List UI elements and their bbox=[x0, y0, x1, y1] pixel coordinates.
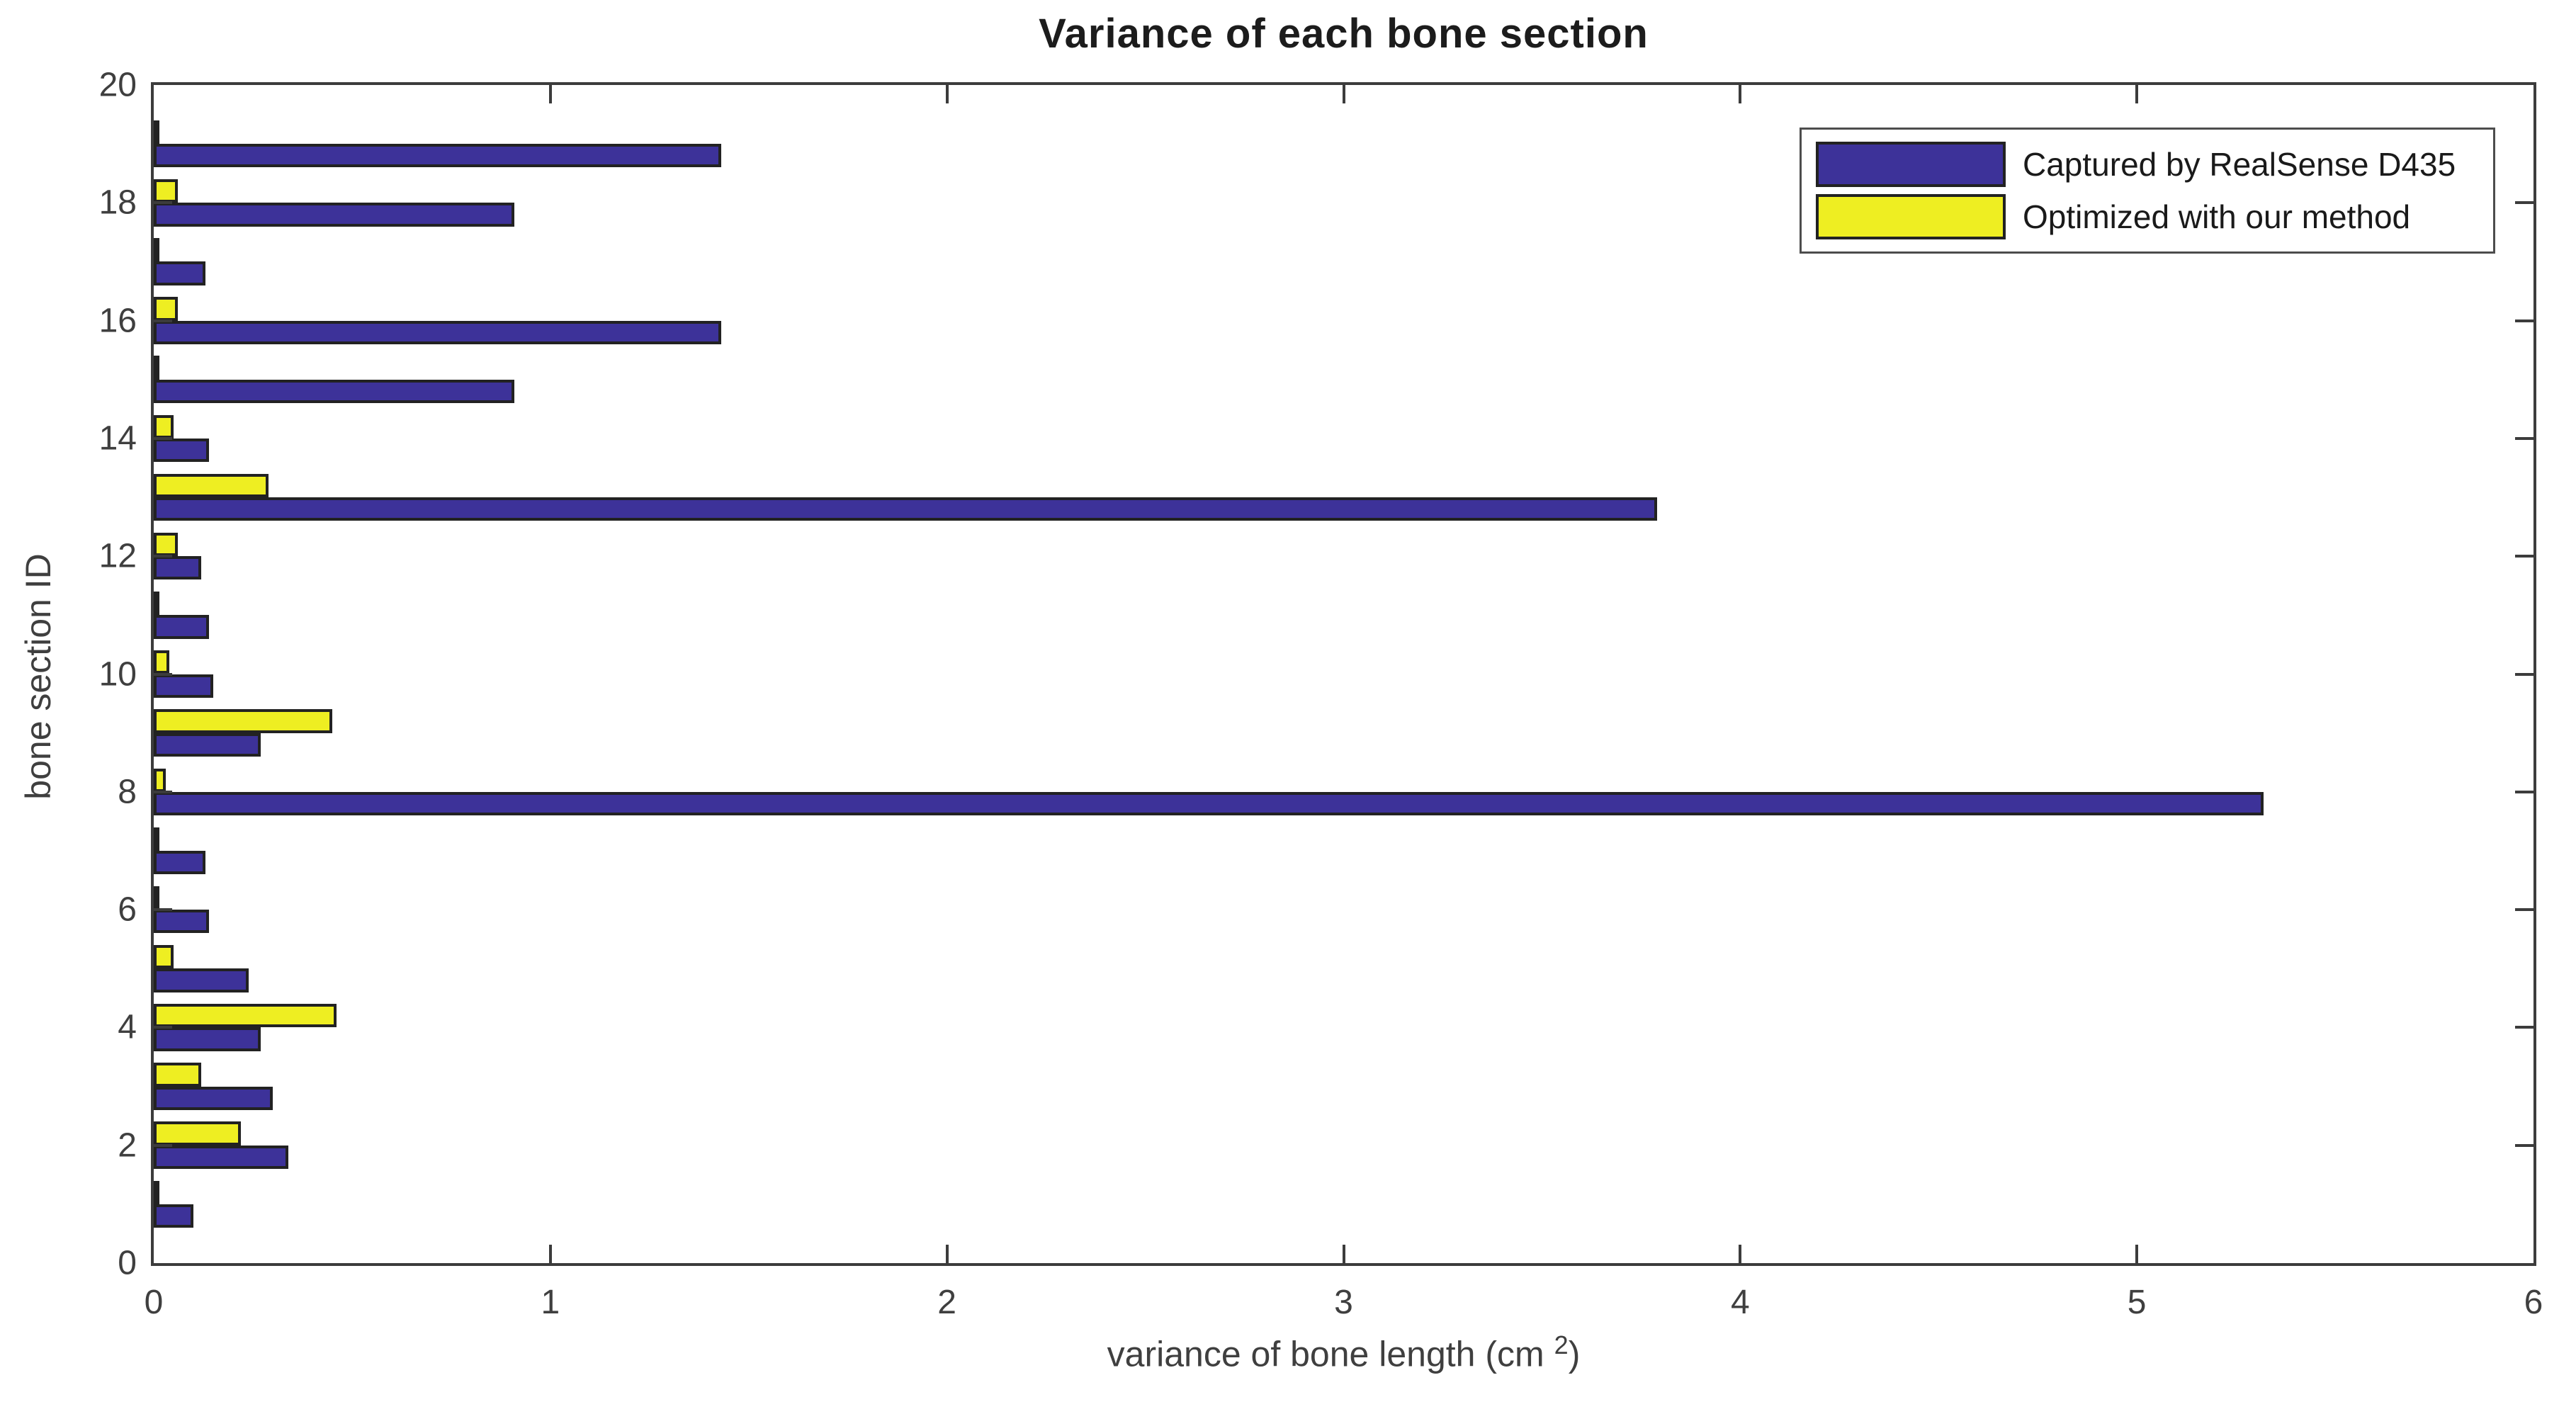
x-tick-bottom-3 bbox=[1342, 1245, 1345, 1263]
bar-captured-id-5 bbox=[154, 968, 249, 992]
y-tick-right-4 bbox=[2515, 1026, 2533, 1029]
y-tick-right-18 bbox=[2515, 201, 2533, 205]
bar-captured-id-7 bbox=[154, 850, 205, 875]
bar-captured-id-6 bbox=[154, 910, 210, 934]
y-tick-left-16 bbox=[154, 319, 172, 322]
bar-optimized-id-12 bbox=[154, 532, 178, 557]
x-tick-label-2: 2 bbox=[937, 1284, 957, 1321]
bar-captured-id-16 bbox=[154, 320, 721, 344]
y-tick-label-14: 14 bbox=[98, 419, 137, 458]
bar-captured-id-9 bbox=[154, 733, 261, 757]
y-tick-label-18: 18 bbox=[98, 183, 137, 222]
y-tick-left-10 bbox=[154, 672, 172, 676]
x-tick-label-1: 1 bbox=[541, 1284, 560, 1321]
y-tick-left-12 bbox=[154, 555, 172, 558]
y-tick-left-2 bbox=[154, 1143, 172, 1147]
y-tick-right-8 bbox=[2515, 790, 2533, 793]
bar-captured-id-3 bbox=[154, 1086, 273, 1110]
x-tick-bottom-2 bbox=[945, 1245, 949, 1263]
bar-optimized-id-7 bbox=[154, 827, 159, 851]
bar-captured-id-19 bbox=[154, 144, 721, 168]
bar-optimized-id-16 bbox=[154, 297, 178, 321]
x-tick-label-3: 3 bbox=[1334, 1284, 1353, 1321]
x-tick-top-5 bbox=[2135, 85, 2139, 103]
y-tick-label-2: 2 bbox=[118, 1126, 137, 1165]
x-axis-label-suffix: ) bbox=[1568, 1334, 1581, 1374]
y-tick-right-2 bbox=[2515, 1143, 2533, 1147]
bar-captured-id-15 bbox=[154, 379, 515, 403]
legend-label-optimized: Optimized with our method bbox=[2023, 198, 2411, 236]
y-tick-left-4 bbox=[154, 1026, 172, 1029]
x-tick-bottom-5 bbox=[2135, 1245, 2139, 1263]
x-axis-label-text: variance of bone length (cm bbox=[1107, 1334, 1544, 1374]
bar-captured-id-4 bbox=[154, 1027, 261, 1051]
y-axis-label: bone section ID bbox=[18, 553, 58, 800]
legend-item-captured: Captured by RealSense D435 bbox=[1802, 141, 2493, 187]
y-tick-label-0: 0 bbox=[118, 1244, 137, 1282]
bar-captured-id-11 bbox=[154, 615, 210, 639]
y-tick-label-4: 4 bbox=[118, 1008, 137, 1046]
bar-captured-id-10 bbox=[154, 674, 213, 698]
y-tick-right-16 bbox=[2515, 319, 2533, 322]
legend-swatch-captured bbox=[1816, 141, 2006, 187]
bar-optimized-id-2 bbox=[154, 1121, 242, 1146]
bar-optimized-id-17 bbox=[154, 238, 159, 262]
bar-optimized-id-6 bbox=[154, 886, 159, 910]
y-tick-label-8: 8 bbox=[118, 773, 137, 811]
bar-optimized-id-13 bbox=[154, 473, 269, 498]
bar-optimized-id-8 bbox=[154, 768, 166, 792]
legend-label-captured: Captured by RealSense D435 bbox=[2023, 145, 2456, 183]
bar-optimized-id-11 bbox=[154, 592, 159, 616]
bar-optimized-id-15 bbox=[154, 356, 159, 380]
x-axis-label: variance of bone length (cm 2) bbox=[151, 1330, 2536, 1375]
y-tick-right-14 bbox=[2515, 436, 2533, 440]
bar-optimized-id-4 bbox=[154, 1004, 337, 1028]
y-tick-right-6 bbox=[2515, 908, 2533, 912]
y-tick-right-10 bbox=[2515, 672, 2533, 676]
bar-captured-id-1 bbox=[154, 1204, 193, 1228]
bar-captured-id-18 bbox=[154, 203, 515, 227]
x-tick-label-0: 0 bbox=[144, 1284, 164, 1321]
x-tick-top-4 bbox=[1739, 85, 1742, 103]
y-tick-label-20: 20 bbox=[98, 66, 137, 104]
y-tick-left-18 bbox=[154, 201, 172, 205]
x-axis-label-superscript: 2 bbox=[1554, 1330, 1569, 1359]
y-tick-label-12: 12 bbox=[98, 537, 137, 575]
y-tick-left-8 bbox=[154, 790, 172, 793]
bar-optimized-id-14 bbox=[154, 414, 174, 439]
x-tick-bottom-1 bbox=[548, 1245, 552, 1263]
bar-captured-id-17 bbox=[154, 261, 205, 285]
bar-optimized-id-10 bbox=[154, 650, 170, 674]
x-tick-label-4: 4 bbox=[1730, 1284, 1750, 1321]
bar-captured-id-2 bbox=[154, 1145, 289, 1169]
y-tick-label-6: 6 bbox=[118, 890, 137, 929]
bar-captured-id-12 bbox=[154, 556, 202, 580]
chart-title: Variance of each bone section bbox=[1039, 11, 1649, 57]
bar-optimized-id-18 bbox=[154, 179, 178, 203]
bar-captured-id-14 bbox=[154, 438, 210, 463]
legend-swatch-optimized bbox=[1816, 194, 2006, 240]
legend-item-optimized: Optimized with our method bbox=[1802, 194, 2493, 240]
x-tick-label-6: 6 bbox=[2524, 1284, 2543, 1321]
x-tick-bottom-4 bbox=[1739, 1245, 1742, 1263]
x-tick-top-1 bbox=[548, 85, 552, 103]
bar-captured-id-13 bbox=[154, 497, 1657, 521]
y-tick-label-10: 10 bbox=[98, 655, 137, 693]
bar-optimized-id-1 bbox=[154, 1180, 159, 1204]
legend: Captured by RealSense D435 Optimized wit… bbox=[1800, 128, 2495, 254]
y-tick-right-12 bbox=[2515, 555, 2533, 558]
x-tick-top-3 bbox=[1342, 85, 1345, 103]
bar-optimized-id-3 bbox=[154, 1063, 202, 1087]
bar-captured-id-8 bbox=[154, 791, 2264, 816]
bar-optimized-id-5 bbox=[154, 944, 174, 969]
plot-area bbox=[151, 82, 2536, 1266]
y-tick-left-14 bbox=[154, 436, 172, 440]
bar-optimized-id-19 bbox=[154, 120, 159, 145]
x-tick-label-5: 5 bbox=[2127, 1284, 2147, 1321]
bar-optimized-id-9 bbox=[154, 709, 332, 733]
y-tick-label-16: 16 bbox=[98, 302, 137, 340]
x-tick-top-2 bbox=[945, 85, 949, 103]
y-tick-left-6 bbox=[154, 908, 172, 912]
